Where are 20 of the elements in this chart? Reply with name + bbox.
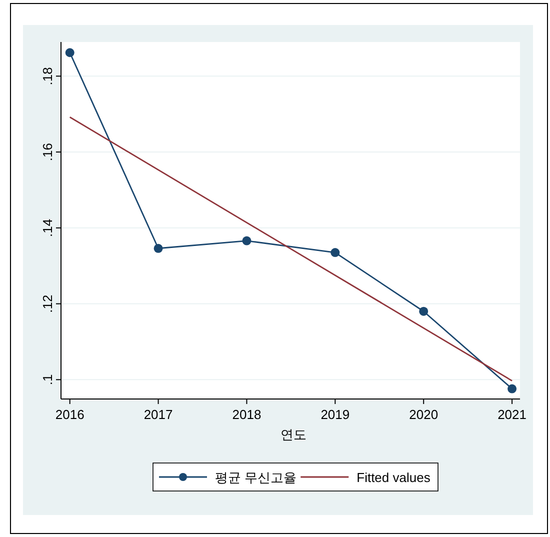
x-tick-label: 2016 [55, 407, 84, 422]
point [508, 384, 517, 394]
x-axis-title: 연도 [280, 427, 306, 442]
x-tick-label: 2018 [232, 407, 262, 422]
x-tick-label: 2017 [144, 407, 173, 422]
x-tick-label: 2019 [320, 407, 350, 422]
point [242, 236, 252, 246]
x-tick-label: 2020 [409, 407, 438, 422]
y-tick-label: .1 [40, 374, 55, 386]
point [330, 248, 340, 258]
legend-label: 평균 무신고율 [215, 470, 297, 485]
y-tick-label: .16 [40, 142, 55, 162]
y-tick-label: .18 [40, 67, 55, 86]
x-tick-label: 2021 [498, 407, 526, 422]
legend-label: Fitted values [356, 470, 431, 485]
point [154, 244, 163, 253]
y-tick-label: .12 [40, 294, 55, 313]
point [65, 48, 74, 58]
point [419, 306, 428, 316]
y-tick-label: .14 [40, 218, 55, 237]
